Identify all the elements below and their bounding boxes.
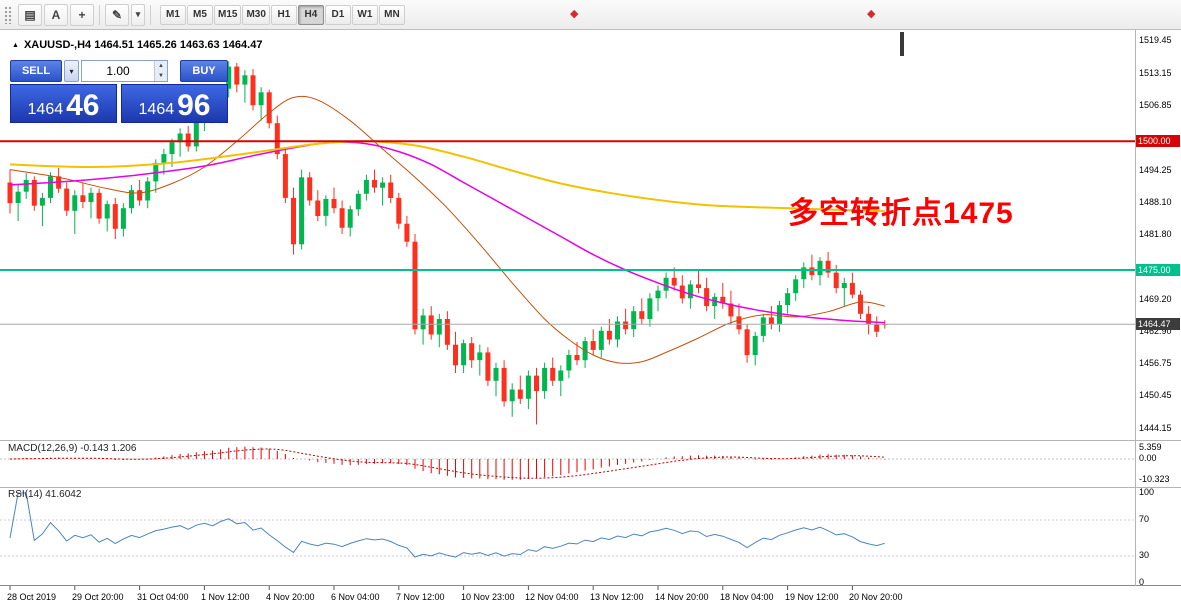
price-axis-label: 1464.47 <box>1136 318 1180 330</box>
time-axis-label: 1 Nov 12:00 <box>201 592 250 602</box>
timeframe-button-h4[interactable]: H4 <box>297 4 324 25</box>
rsi-axis-label: 70 <box>1139 514 1150 524</box>
symbol-marker-icon: ▲ <box>12 41 19 49</box>
price-axis-label: 1462.90 <box>1139 326 1172 336</box>
ma-slow-yellow <box>9 140 885 213</box>
time-axis-label: 20 Nov 20:00 <box>849 592 903 602</box>
rsi-indicator-label: RSI(14) 41.6042 <box>8 489 82 500</box>
time-axis-label: 31 Oct 04:00 <box>137 592 189 602</box>
lot-size-field[interactable]: 1.00 ▲ ▼ <box>81 60 168 82</box>
ma-fast-orange <box>9 95 885 364</box>
windows-grid-icon[interactable]: ▤ <box>18 3 42 26</box>
ohlc-text: XAUUSD-,H4 1464.51 1465.26 1463.63 1464.… <box>23 39 263 51</box>
price-axis-label: 1500.00 <box>1136 135 1180 147</box>
buy-price-display[interactable]: 1464 96 <box>121 84 228 123</box>
buy-price-pips: 96 <box>177 89 211 123</box>
sell-price-pips: 46 <box>66 89 100 123</box>
timeframe-button-w1[interactable]: W1 <box>351 4 378 25</box>
macd-indicator-label: MACD(12,26,9) -0.143 1.206 <box>8 443 137 454</box>
price-axis-label: 1450.45 <box>1139 390 1172 400</box>
toolbar-drag-handle[interactable] <box>4 5 13 24</box>
time-axis-label: 12 Nov 04:00 <box>525 592 579 602</box>
time-axis-label: 14 Nov 20:00 <box>655 592 709 602</box>
sell-price-main: 1464 <box>27 101 64 119</box>
one-click-trading-panel: SELL ▾ 1.00 ▲ ▼ BUY 1464 46 1464 96 <box>10 60 228 123</box>
chevron-down-icon: ▾ <box>69 66 74 76</box>
rsi-line <box>9 492 885 558</box>
toolbar-separator <box>99 4 100 25</box>
price-axis-label: 1488.10 <box>1139 197 1172 207</box>
macd-axis-label: -10.323 <box>1139 474 1170 484</box>
timeframe-button-h1[interactable]: H1 <box>270 4 297 25</box>
timeframe-button-m30[interactable]: M30 <box>242 4 270 25</box>
rsi-axis-label: 30 <box>1139 550 1150 560</box>
timeframe-button-mn[interactable]: MN <box>378 4 405 25</box>
time-axis-label: 6 Nov 04:00 <box>331 592 380 602</box>
price-axis-label: 1475.00 <box>1136 264 1180 276</box>
price-annotation-text: 多空转折点1475 <box>788 197 1014 230</box>
chart-ohlc-header: ▲ XAUUSD-,H4 1464.51 1465.26 1463.63 146… <box>12 39 262 51</box>
price-axis-label: 1513.15 <box>1139 68 1172 78</box>
draw-tool-icon[interactable]: ✎ <box>105 3 129 26</box>
price-axis-label: 1506.85 <box>1139 100 1172 110</box>
price-axis-label: 1469.20 <box>1139 294 1172 304</box>
timeframe-button-m1[interactable]: M1 <box>160 4 186 25</box>
macd-axis-label: 0.00 <box>1139 453 1157 463</box>
red-diamond-icon[interactable]: ◆ <box>867 8 876 20</box>
price-axis-label: 1494.25 <box>1139 165 1172 175</box>
time-axis-label: 29 Oct 20:00 <box>72 592 124 602</box>
crosshair-icon[interactable]: + <box>70 3 94 26</box>
price-axis-label: 1481.80 <box>1139 229 1172 239</box>
time-axis-label: 19 Nov 12:00 <box>785 592 839 602</box>
sell-button[interactable]: SELL <box>10 60 62 82</box>
ma-mid-magenta <box>9 141 885 324</box>
text-tool-icon[interactable]: A <box>44 3 68 26</box>
price-axis[interactable]: 1519.45 1513.15 1506.85 1500.00 1494.25 1488.… <box>1135 0 1181 612</box>
toolbar: ▤ A + ✎ ▾ M1 M5 M15 M30 H1 H4 D1 W1 MN ◆ ◆ <box>0 0 1181 30</box>
timeframe-button-m15[interactable]: M15 <box>214 4 242 25</box>
time-axis-label: 28 Oct 2019 <box>7 592 57 602</box>
sell-price-display[interactable]: 1464 46 <box>10 84 117 123</box>
buy-button[interactable]: BUY <box>180 60 228 82</box>
chart-shift-marker <box>900 32 904 56</box>
lot-size-stepper: ▲ ▼ <box>154 61 167 81</box>
time-axis-label: 13 Nov 12:00 <box>590 592 644 602</box>
order-options-dropdown[interactable]: ▾ <box>64 60 79 82</box>
timeframe-group: M1 M5 M15 M30 H1 H4 D1 W1 MN <box>160 4 405 25</box>
chevron-down-icon[interactable]: ▾ <box>131 3 145 26</box>
macd-axis-label: 5.359 <box>1139 442 1162 452</box>
toolbar-separator <box>150 4 151 25</box>
lot-size-value[interactable]: 1.00 <box>106 64 130 78</box>
macd-signal-line <box>9 448 885 479</box>
buy-price-main: 1464 <box>138 101 175 119</box>
lot-decrease-button[interactable]: ▼ <box>155 71 167 81</box>
time-axis-label: 18 Nov 04:00 <box>720 592 774 602</box>
lot-increase-button[interactable]: ▲ <box>155 61 167 71</box>
rsi-axis-label: 100 <box>1139 487 1155 497</box>
timeframe-button-d1[interactable]: D1 <box>324 4 351 25</box>
time-axis-label: 10 Nov 23:00 <box>461 592 515 602</box>
rsi-axis-label: 0 <box>1139 577 1145 587</box>
time-axis-label: 7 Nov 12:00 <box>396 592 445 602</box>
time-axis[interactable]: 28 Oct 2019 29 Oct 20:00 31 Oct 04:00 1 Nov… <box>0 585 1181 612</box>
price-axis-label: 1519.45 <box>1139 35 1172 45</box>
price-axis-label: 1444.15 <box>1139 423 1172 433</box>
price-axis-label: 1456.75 <box>1139 358 1172 368</box>
time-axis-label: 4 Nov 20:00 <box>266 592 315 602</box>
timeframe-button-m5[interactable]: M5 <box>187 4 213 25</box>
red-diamond-icon[interactable]: ◆ <box>570 8 579 20</box>
